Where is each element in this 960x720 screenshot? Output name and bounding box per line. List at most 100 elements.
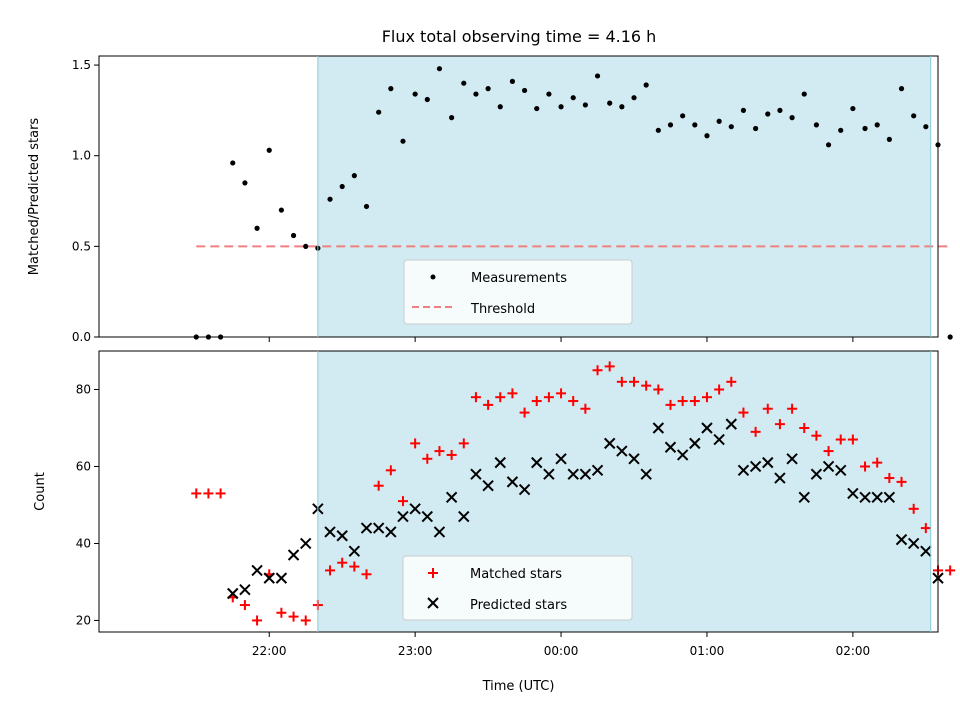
matched-star-point (908, 503, 919, 514)
predicted-star-point (397, 510, 409, 523)
predicted-star-point (725, 418, 737, 430)
predicted-star-point (883, 491, 896, 503)
measurement-point (643, 82, 649, 88)
measurement-point (619, 104, 625, 110)
predicted-star-point (433, 526, 446, 538)
x-stroke-b (324, 526, 336, 538)
x-stroke-b (531, 456, 543, 469)
x-stroke-b (701, 422, 713, 434)
measurement-point (534, 105, 540, 112)
matched-star-point (750, 426, 761, 437)
x-stroke-b (555, 453, 567, 465)
bottom-legend-box (402, 555, 633, 621)
measurement-point (874, 122, 880, 128)
matched-star-point (568, 396, 579, 407)
matched-star-point (349, 561, 360, 572)
measurement-point (230, 160, 236, 166)
bottom-y-axis-label: Count (33, 472, 48, 511)
predicted-star-point (689, 437, 701, 450)
x-stroke-b (227, 587, 239, 600)
predicted-star-point (239, 583, 251, 596)
predicted-star-point (701, 422, 713, 434)
matched-star-point (458, 438, 469, 449)
matched-star-point (385, 465, 396, 476)
legend-plus-glyph (428, 568, 438, 578)
matched-star-point (677, 396, 688, 407)
matched-star-point (446, 449, 457, 460)
measurement-point (400, 138, 406, 144)
x-stroke-b (652, 422, 665, 434)
bottom-plot-frame (98, 350, 939, 633)
measurement-point (740, 107, 747, 113)
x-stroke-b (603, 437, 616, 450)
legend-label-predicted-stars: Predicted stars (470, 598, 567, 613)
measurement-point (692, 122, 698, 128)
measurement-point (436, 66, 443, 72)
x-tick-label: 23:00 (398, 644, 433, 658)
x-stroke-b (786, 453, 798, 465)
predicted-star-point (871, 491, 883, 503)
x-stroke-b (239, 583, 251, 596)
matched-star-point (701, 392, 712, 403)
measurement-point (753, 125, 759, 132)
measurement-point (303, 243, 309, 249)
x-stroke-b (859, 491, 871, 503)
x-stroke-b (847, 487, 859, 500)
x-stroke-b (275, 572, 288, 584)
measurement-point (582, 102, 588, 108)
matched-star-point (592, 365, 603, 376)
measurement-point (339, 183, 345, 190)
top-plot-frame (98, 55, 939, 338)
x-stroke-b (822, 460, 835, 473)
predicted-star-point (470, 468, 482, 480)
matched-star-point (799, 422, 810, 433)
x-stroke-b (664, 441, 677, 453)
measurement-point (546, 91, 552, 97)
measurement-point (789, 115, 795, 121)
predicted-star-point (616, 445, 628, 457)
predicted-star-point (847, 487, 859, 500)
x-stroke-b (543, 468, 555, 480)
measurement-point (911, 113, 917, 119)
predicted-star-point (822, 460, 835, 473)
predicted-star-point (494, 456, 506, 469)
x-stroke-b (372, 522, 385, 534)
matched-star-point (276, 607, 287, 618)
predicted-star-point (555, 453, 567, 465)
x-axis-label: Time (UTC) (482, 679, 555, 694)
x-stroke-b (579, 468, 592, 480)
bottom-legend: Matched stars Predicted stars (402, 555, 633, 621)
predicted-star-point (749, 460, 762, 473)
bottom-y-tick-label: 60 (76, 459, 91, 473)
measurement-point (424, 96, 430, 103)
measurement-point (704, 133, 710, 139)
x-stroke-b (458, 510, 470, 523)
matched-star-point (787, 403, 798, 414)
matched-star-point (884, 473, 895, 484)
predicted-star-point (859, 491, 871, 503)
matched-star-point (641, 380, 652, 391)
measurement-point (850, 105, 856, 112)
predicted-star-point (275, 572, 288, 584)
measurement-point (898, 86, 905, 92)
measurement-point (290, 232, 297, 239)
matched-star-point (689, 396, 700, 407)
predicted-star-point (920, 545, 932, 557)
measurement-point (765, 111, 771, 117)
predicted-star-point (737, 464, 750, 477)
measurement-point (886, 136, 892, 142)
matched-star-point (665, 399, 676, 410)
x-stroke-b (798, 491, 810, 503)
measurement-point (412, 91, 418, 97)
measurement-point (631, 95, 637, 101)
measurement-point (594, 73, 601, 79)
predicted-star-point (628, 453, 640, 465)
legend-marker-measurements (430, 274, 436, 280)
measurement-point (923, 124, 929, 130)
measurement-point (667, 122, 674, 128)
x-stroke-b (336, 530, 348, 542)
x-stroke-b (300, 537, 312, 550)
matched-star-point (823, 446, 834, 457)
measurement-point (327, 196, 333, 202)
predicted-star-point (603, 437, 616, 450)
